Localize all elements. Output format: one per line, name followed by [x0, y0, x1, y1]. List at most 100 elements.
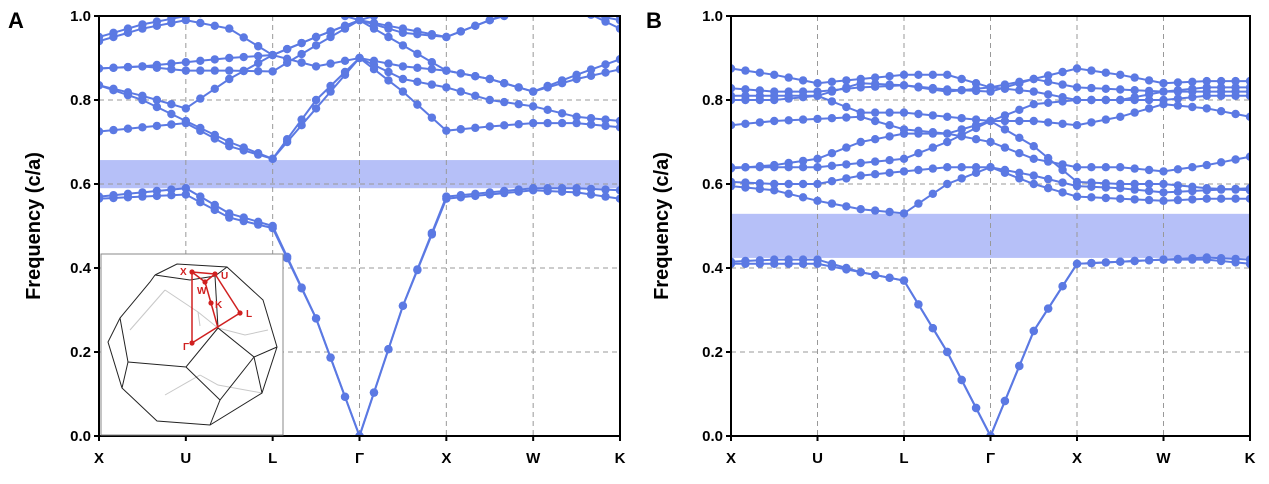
band-point — [1188, 84, 1197, 94]
bz-edge — [209, 399, 221, 426]
band-point — [326, 59, 335, 68]
bz-label-k: K — [215, 300, 223, 311]
band-point — [528, 118, 538, 128]
band-point — [398, 62, 408, 71]
band-point — [586, 65, 596, 74]
band-point — [1000, 143, 1010, 152]
band-point — [457, 0, 465, 8]
band-point — [1043, 184, 1053, 193]
band-point — [899, 209, 909, 218]
band-point — [1159, 188, 1168, 197]
band-point — [1216, 76, 1226, 86]
band-point — [943, 87, 952, 96]
band-point — [138, 62, 147, 71]
band-point — [369, 388, 379, 397]
panel-label: B — [646, 8, 662, 33]
band-point — [1245, 83, 1250, 92]
band-point — [827, 199, 837, 208]
band-point — [586, 184, 596, 194]
band-point — [528, 184, 538, 193]
band-point — [384, 24, 393, 33]
band-point — [1029, 326, 1038, 336]
y-tick-label: 0.6 — [702, 176, 723, 193]
band-point — [456, 125, 466, 134]
band-point — [210, 55, 219, 64]
band-point — [1058, 188, 1067, 197]
band-point — [225, 3, 233, 11]
band-point — [914, 199, 923, 208]
band-point — [986, 431, 995, 436]
band-point — [870, 170, 880, 179]
band-point — [1159, 255, 1168, 264]
band-point — [899, 276, 909, 285]
band-point — [297, 38, 306, 48]
band-point — [870, 73, 880, 82]
band-point — [572, 8, 580, 16]
band-point — [813, 114, 822, 124]
band-point — [842, 174, 851, 183]
band-point — [253, 58, 263, 68]
band-point — [798, 91, 808, 101]
band-point — [1116, 257, 1125, 266]
band-point — [471, 72, 480, 81]
band-point — [500, 121, 509, 130]
band-point — [326, 353, 335, 362]
band-point — [355, 53, 364, 63]
band-point — [413, 2, 421, 10]
y-tick-label: 0.2 — [702, 344, 723, 361]
band-point — [885, 80, 894, 89]
bz-edge — [253, 346, 278, 358]
band-point — [1231, 155, 1240, 164]
band-point — [1043, 90, 1053, 99]
band-point — [99, 64, 104, 73]
band-point — [1058, 93, 1067, 102]
band-point — [428, 1, 436, 9]
band-point — [957, 174, 966, 183]
band-point — [225, 66, 234, 75]
band-point — [1072, 177, 1082, 187]
band-point — [1000, 396, 1010, 406]
band-point — [1116, 70, 1125, 80]
band-point — [181, 16, 191, 21]
band-point — [615, 116, 620, 126]
band-point — [268, 221, 277, 231]
band-point — [731, 257, 736, 266]
band-point — [870, 206, 880, 215]
band-point — [770, 179, 779, 189]
band-point — [986, 137, 995, 147]
band-point — [167, 185, 176, 194]
band-point — [442, 66, 451, 75]
band-point — [1202, 184, 1211, 193]
band-point — [225, 53, 234, 63]
band-point — [456, 69, 466, 78]
band-point — [1101, 179, 1111, 188]
band-point — [586, 71, 596, 80]
y-tick-label: 1.0 — [702, 8, 723, 25]
band-point — [601, 115, 610, 124]
band-point — [856, 137, 865, 147]
y-axis-title: Frequency (c/a) — [23, 152, 45, 300]
band-point — [427, 31, 437, 40]
band-point — [971, 135, 981, 144]
band-point — [1173, 195, 1183, 205]
band-point — [870, 116, 880, 126]
band-point — [1188, 195, 1197, 204]
band-point — [957, 114, 966, 123]
band-point — [456, 191, 466, 200]
band-point — [514, 0, 522, 8]
band-point — [957, 125, 966, 134]
band-point — [1231, 185, 1240, 194]
band-point — [1116, 95, 1125, 105]
band-point — [885, 156, 894, 165]
band-point — [601, 68, 610, 77]
band-point — [842, 202, 851, 211]
band-point — [615, 16, 620, 21]
band-point — [369, 56, 379, 65]
band-point — [943, 163, 952, 172]
band-point — [770, 91, 779, 101]
band-point — [914, 165, 923, 175]
band-point — [99, 32, 104, 42]
band-point — [485, 16, 494, 25]
panel-label: A — [8, 8, 24, 33]
band-point — [813, 79, 822, 88]
